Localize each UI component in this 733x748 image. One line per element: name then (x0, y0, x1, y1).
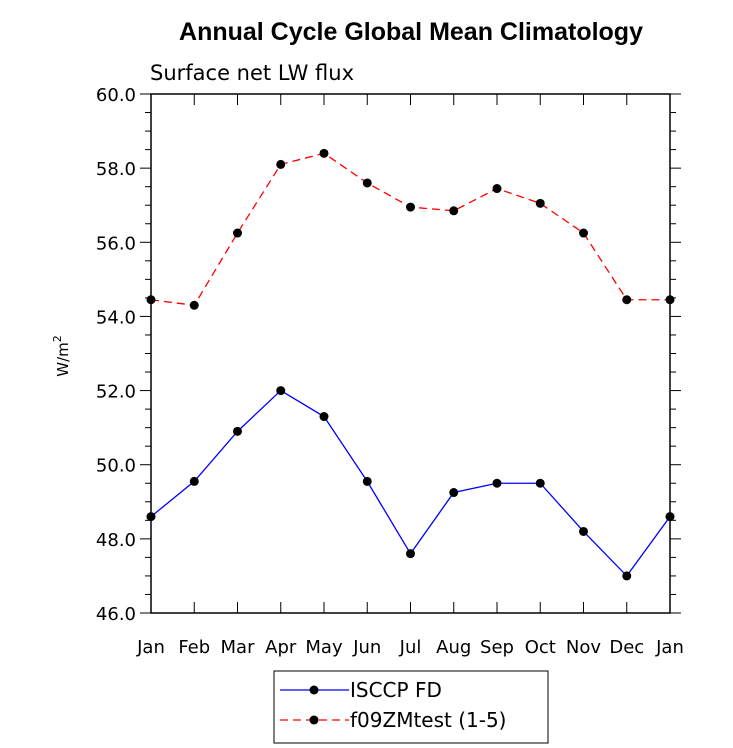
legend-box (273, 670, 549, 744)
y-tick-label: 50.0 (96, 456, 136, 477)
x-tick-label: Jan (655, 637, 684, 658)
legend-marker-isccp-fd (309, 685, 319, 695)
data-point (449, 206, 459, 216)
legend-label-f09zmtest: f09ZMtest (1-5) (350, 708, 506, 732)
x-tick-label: Sep (480, 637, 514, 658)
series-line (150, 389, 671, 577)
data-point (622, 571, 632, 581)
series-line (150, 152, 670, 307)
y-tick-label: 52.0 (96, 382, 136, 403)
data-point (319, 412, 329, 422)
data-point (362, 178, 372, 188)
x-tick-label: May (305, 637, 343, 658)
data-point (665, 295, 675, 305)
y-axis-label-text: W/m (54, 342, 72, 377)
chart-subtitle: Surface net LW flux (150, 61, 354, 85)
y-tick-label: 60.0 (96, 85, 136, 106)
x-tick-labels: Jan Feb Mar Apr May Jun Jul Aug Sep Oct Nov Dec Jan (136, 637, 684, 658)
x-tick-label: Feb (178, 637, 210, 658)
data-point (276, 386, 286, 396)
series-isccp-fd (146, 386, 675, 581)
axis-ticks (140, 93, 681, 614)
svg-text:W/m2: W/m2 (51, 335, 72, 377)
x-tick-label: Mar (221, 637, 256, 658)
x-tick-label: Apr (265, 637, 297, 658)
series-layer (146, 148, 675, 581)
data-point (189, 300, 199, 310)
x-tick-label: Jan (136, 637, 165, 658)
data-point (665, 512, 675, 522)
y-axis-label-superscript: 2 (51, 335, 64, 342)
data-point (535, 198, 545, 208)
x-tick-label: Aug (436, 637, 471, 658)
x-tick-label: Jul (399, 637, 422, 658)
data-point (406, 549, 415, 559)
data-point (579, 228, 588, 238)
x-tick-label: Oct (525, 637, 556, 658)
y-tick-label: 54.0 (96, 307, 136, 328)
data-point (449, 488, 459, 498)
y-tick-label: 46.0 (96, 604, 136, 625)
legend-marker-f09zmtest (309, 715, 319, 725)
data-point (492, 478, 502, 488)
y-tick-labels: 46.0 48.0 50.0 52.0 54.0 56.0 58.0 60.0 (96, 85, 136, 625)
x-tick-label: Jun (352, 637, 381, 658)
data-point (406, 202, 415, 212)
data-point (146, 295, 156, 305)
y-axis-label: W/m2 (51, 335, 72, 377)
data-point (622, 295, 632, 305)
data-point (189, 476, 199, 486)
x-tick-label: Nov (566, 637, 601, 658)
legend: ISCCP FD f09ZMtest (1-5) (273, 670, 549, 744)
data-point (233, 228, 242, 238)
plot-frame (150, 93, 671, 614)
chart-title: Annual Cycle Global Mean Climatology (179, 18, 643, 46)
data-point (319, 148, 329, 158)
data-point (146, 512, 156, 522)
y-tick-label: 56.0 (96, 233, 136, 254)
data-point (362, 476, 372, 486)
y-tick-label: 58.0 (96, 159, 136, 180)
data-point (535, 478, 545, 488)
data-point (276, 159, 286, 169)
legend-label-isccp-fd: ISCCP FD (350, 678, 442, 702)
y-tick-label: 48.0 (96, 530, 136, 551)
data-point (233, 426, 242, 436)
series-f09zmtest (146, 148, 675, 310)
x-tick-label: Dec (609, 637, 644, 658)
data-point (492, 184, 502, 194)
data-point (579, 526, 588, 536)
